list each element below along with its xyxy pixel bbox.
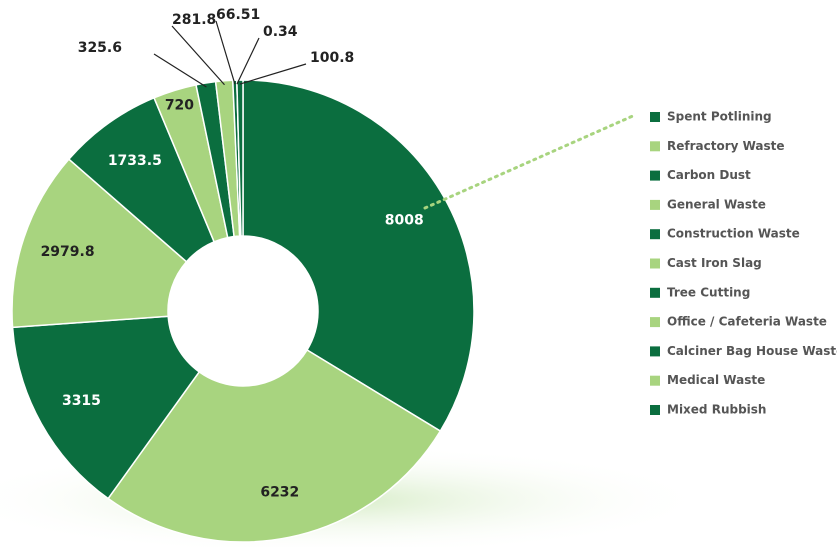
leader-line (236, 37, 260, 85)
legend-label: Calciner Bag House Waste (667, 344, 837, 358)
value-label: 8008 (385, 212, 424, 228)
legend-label: Cast Iron Slag (667, 256, 762, 270)
legend-label: Office / Cafeteria Waste (667, 315, 827, 329)
legend-label: Tree Cutting (667, 285, 750, 299)
legend-label: Refractory Waste (667, 139, 785, 153)
legend-label: Spent Potlining (667, 110, 772, 124)
value-label: 281.8 (172, 12, 216, 28)
legend-label: Construction Waste (667, 227, 800, 241)
value-label: 0.34 (263, 24, 298, 40)
legend-swatch (650, 170, 660, 181)
value-label: 66.51 (216, 7, 260, 23)
legend-swatch (650, 199, 660, 210)
legend-swatch (650, 112, 660, 122)
slice (107, 348, 442, 543)
legend-swatch (650, 141, 660, 152)
legend-label: Medical Waste (667, 373, 765, 387)
slice (11, 315, 201, 500)
legend-label: Carbon Dust (667, 168, 751, 182)
legend-label: Mixed Rubbish (667, 403, 766, 417)
value-label: 325.6 (78, 40, 122, 56)
legend-swatch (650, 346, 660, 357)
slice (242, 79, 475, 433)
callout-line (423, 113, 637, 210)
leader-line (239, 63, 307, 85)
value-label: 2979.8 (41, 244, 95, 260)
value-label: 1733.5 (108, 153, 162, 169)
legend-swatch (650, 375, 660, 386)
slice (11, 158, 188, 329)
slices (11, 79, 475, 543)
leader-line (153, 53, 207, 88)
legend-swatch (650, 317, 660, 328)
leader-line (215, 20, 236, 85)
legend-swatch (650, 405, 660, 415)
value-label: 3315 (62, 393, 101, 409)
leader-line (171, 25, 225, 86)
value-label: 720 (165, 98, 194, 114)
value-label: 100.8 (310, 50, 354, 66)
legend-label: General Waste (667, 197, 766, 211)
legend-swatch (650, 258, 660, 269)
legend-swatch (650, 229, 660, 240)
legend-swatch (650, 287, 660, 298)
value-label: 6232 (260, 484, 299, 500)
